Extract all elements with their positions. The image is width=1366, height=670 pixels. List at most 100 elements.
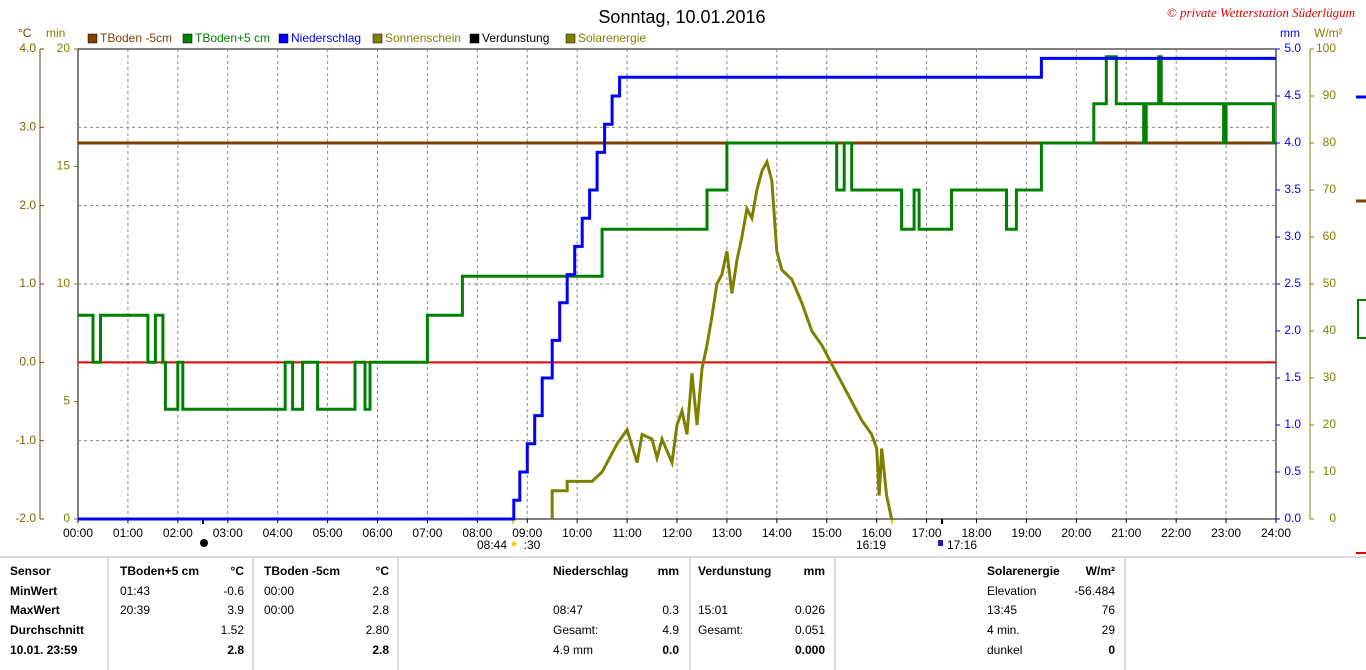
y4-tick-label: 30 xyxy=(1323,370,1337,384)
y4-tick-label: 20 xyxy=(1323,417,1337,431)
x-tick-label: 16:00 xyxy=(862,526,892,540)
table-cell: 0.3 xyxy=(662,603,679,617)
table-cell: Gesamt: xyxy=(553,623,598,637)
table-cell: -0.6 xyxy=(223,584,244,598)
legend-label: Solarenergie xyxy=(578,31,646,45)
legend-label: Niederschlag xyxy=(291,31,361,45)
y4-tick-label: 100 xyxy=(1316,41,1336,55)
x-tick-label: 06:00 xyxy=(362,526,392,540)
table-header: mm xyxy=(804,564,825,578)
y-tick-label: 3.0 xyxy=(19,120,36,134)
table-header: TBoden -5cm xyxy=(264,564,340,578)
chart-title: Sonntag, 10.01.2016 xyxy=(598,7,765,27)
table-cell: -56.484 xyxy=(1074,584,1115,598)
legend-swatch xyxy=(87,33,98,44)
table-cell: 29 xyxy=(1102,623,1116,637)
annotation: 16:19 xyxy=(856,538,886,552)
x-tick-label: 03:00 xyxy=(213,526,243,540)
y4-tick-label: 60 xyxy=(1323,229,1337,243)
y-tick-label: 0.0 xyxy=(19,355,36,369)
y4-tick-label: 0 xyxy=(1329,511,1336,525)
y2-tick-label: 5.0 xyxy=(1284,41,1301,55)
table-header: Solarenergie xyxy=(987,564,1060,578)
table-header: °C xyxy=(231,564,245,578)
legend-swatch xyxy=(469,33,480,44)
table-cell: 2.80 xyxy=(366,623,390,637)
table-cell: 15:01 xyxy=(698,603,728,617)
x-tick-label: 01:00 xyxy=(113,526,143,540)
legend-swatch xyxy=(278,33,289,44)
table-cell: MinWert xyxy=(10,584,57,598)
table-cell: Gesamt: xyxy=(698,623,743,637)
x-tick-label: 20:00 xyxy=(1061,526,1091,540)
x-tick-label: 22:00 xyxy=(1161,526,1191,540)
table-header: TBoden+5 cm xyxy=(120,564,199,578)
credit: © private Wetterstation Süderlügum xyxy=(1167,5,1355,20)
series-line xyxy=(78,55,1276,411)
x-tick-label: 14:00 xyxy=(762,526,792,540)
table-header: Sensor xyxy=(10,564,51,578)
x-tick-label: 04:00 xyxy=(263,526,293,540)
x-tick-label: 18:00 xyxy=(961,526,991,540)
x-tick-label: 10:00 xyxy=(562,526,592,540)
y2-tick-label: 1.0 xyxy=(1284,417,1301,431)
annotation: 08:44 xyxy=(477,538,507,552)
x-tick-label: 12:00 xyxy=(662,526,692,540)
table-cell: 1.52 xyxy=(221,623,245,637)
side-marker xyxy=(1357,299,1366,339)
y-tick-label: -1.0 xyxy=(15,433,36,447)
y2-tick-label: 4.5 xyxy=(1284,88,1301,102)
legend-label: TBoden+5 cm xyxy=(195,31,270,45)
y2-tick-label: 1.5 xyxy=(1284,370,1301,384)
x-tick-label: 19:00 xyxy=(1011,526,1041,540)
y-tick-label: 1.0 xyxy=(19,276,36,290)
y2-tick-label: 2.0 xyxy=(1284,323,1301,337)
table-cell: 76 xyxy=(1102,603,1116,617)
table-cell: 4.9 mm xyxy=(553,643,593,657)
table-cell: dunkel xyxy=(987,643,1022,657)
legend-label: Verdunstung xyxy=(482,31,549,45)
axis-unit: min xyxy=(46,26,65,40)
legend-swatch xyxy=(372,33,383,44)
table-cell: 00:00 xyxy=(264,584,294,598)
y2-tick-label: 0.5 xyxy=(1284,464,1301,478)
legend-swatch xyxy=(565,33,576,44)
table-cell: 0.026 xyxy=(795,603,825,617)
table-cell: 4 min. xyxy=(987,623,1020,637)
x-tick-label: 17:00 xyxy=(912,526,942,540)
table-cell: 00:00 xyxy=(264,603,294,617)
icon xyxy=(938,540,943,546)
x-tick-label: 23:00 xyxy=(1211,526,1241,540)
x-tick-label: 11:00 xyxy=(613,526,642,540)
series-line xyxy=(550,157,894,520)
legend-label: TBoden -5cm xyxy=(100,31,172,45)
table-cell: 0.051 xyxy=(795,623,825,637)
y4-tick-label: 70 xyxy=(1323,182,1337,196)
y3-tick-label: 0 xyxy=(63,511,70,525)
y-tick-label: 2.0 xyxy=(19,198,36,212)
series-line xyxy=(78,56,1276,521)
x-tick-label: 13:00 xyxy=(712,526,742,540)
table-cell: 08:47 xyxy=(553,603,583,617)
table-cell: 13:45 xyxy=(987,603,1017,617)
y2-tick-label: 3.5 xyxy=(1284,182,1301,196)
legend-label: Sonnenschein xyxy=(385,31,461,45)
moon-icon xyxy=(200,539,208,547)
y3-tick-label: 20 xyxy=(57,41,71,55)
axis-unit: mm xyxy=(1280,26,1300,40)
y4-tick-label: 10 xyxy=(1323,464,1337,478)
table-cell: 0 xyxy=(1108,643,1115,657)
table-cell: 10.01. 23:59 xyxy=(10,643,78,657)
table-cell: 2.8 xyxy=(372,603,389,617)
table-cell: 3.9 xyxy=(227,603,244,617)
x-tick-label: 09:00 xyxy=(512,526,542,540)
y4-tick-label: 80 xyxy=(1323,135,1337,149)
x-tick-label: 21:00 xyxy=(1111,526,1141,540)
table-cell: MaxWert xyxy=(10,603,60,617)
y-tick-label: 4.0 xyxy=(19,41,36,55)
table-cell: Elevation xyxy=(987,584,1036,598)
table-cell: 20:39 xyxy=(120,603,150,617)
annotation: :30 xyxy=(524,538,541,552)
x-tick-label: 07:00 xyxy=(412,526,442,540)
